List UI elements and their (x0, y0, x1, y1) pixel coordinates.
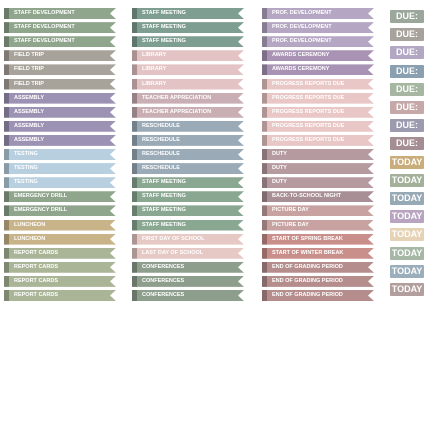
today-tab: TODAY (390, 173, 424, 187)
planner-label: PROF. DEVELOPMENT (262, 36, 374, 47)
planner-label: LIBRARY (132, 79, 244, 90)
planner-label: END OF GRADING PERIOD (262, 276, 374, 287)
due-tab: DUE: (390, 46, 424, 60)
planner-label: LAST DAY OF SCHOOL (132, 248, 244, 259)
planner-label: RESCHEDULE (132, 163, 244, 174)
planner-label: TESTING (4, 149, 116, 160)
today-tab: TODAY (390, 155, 424, 169)
planner-label: ASSEMBLY (4, 121, 116, 132)
planner-label: STAFF DEVELOPMENT (4, 22, 116, 33)
planner-label: TESTING (4, 177, 116, 188)
planner-label: STAFF MEETING (132, 22, 244, 33)
planner-label: EMERGENCY DRILL (4, 191, 116, 202)
due-tab: DUE: (390, 137, 424, 151)
planner-label: RESCHEDULE (132, 121, 244, 132)
today-tab: TODAY (390, 264, 424, 278)
planner-label: LUNCHEON (4, 234, 116, 245)
planner-label: CONFERENCES (132, 290, 244, 301)
due-tab: DUE: (390, 119, 424, 133)
planner-label: STAFF MEETING (132, 205, 244, 216)
planner-label: STAFF MEETING (132, 177, 244, 188)
today-tab: TODAY (390, 246, 424, 260)
planner-label: START OF SPRING BREAK (262, 234, 374, 245)
planner-label: REPORT CARDS (4, 248, 116, 259)
due-tab: DUE: (390, 64, 424, 78)
due-tab: DUE: (390, 28, 424, 42)
today-tab: TODAY (390, 192, 424, 205)
planner-label: PROGRESS REPORTS DUE (262, 135, 374, 146)
planner-label: AWARDS CEREMONY (262, 64, 374, 75)
planner-label: FIELD TRIP (4, 79, 116, 90)
today-tab: TODAY (390, 228, 424, 242)
today-tab: TODAY (390, 210, 424, 224)
due-tab: DUE: (390, 82, 424, 96)
planner-label: DUTY (262, 177, 374, 188)
planner-label: REPORT CARDS (4, 276, 116, 287)
planner-label: FIELD TRIP (4, 50, 116, 61)
planner-label: CONFERENCES (132, 262, 244, 273)
planner-label: PROF. DEVELOPMENT (262, 22, 374, 33)
planner-label: STAFF MEETING (132, 36, 244, 47)
planner-label: RESCHEDULE (132, 149, 244, 160)
planner-label: CONFERENCES (132, 276, 244, 287)
planner-label: PROGRESS REPORTS DUE (262, 79, 374, 90)
planner-label: FIRST DAY OF SCHOOL (132, 234, 244, 245)
planner-label: DUTY (262, 163, 374, 174)
planner-label: LUNCHEON (4, 220, 116, 231)
planner-label: DUTY (262, 149, 374, 160)
planner-label: STAFF MEETING (132, 220, 244, 231)
planner-label: PICTURE DAY (262, 220, 374, 231)
planner-label: LIBRARY (132, 64, 244, 75)
planner-label: TEACHER APPRECIATION (132, 107, 244, 118)
due-tab: DUE: (390, 101, 424, 114)
planner-label: ASSEMBLY (4, 93, 116, 104)
planner-label: BACK-TO-SCHOOL NIGHT (262, 191, 374, 202)
planner-label: LIBRARY (132, 50, 244, 61)
planner-label: STAFF DEVELOPMENT (4, 8, 116, 19)
planner-label: REPORT CARDS (4, 290, 116, 301)
planner-label: PICTURE DAY (262, 205, 374, 216)
planner-label: ASSEMBLY (4, 135, 116, 146)
today-tab: TODAY (390, 283, 424, 296)
planner-label: PROGRESS REPORTS DUE (262, 93, 374, 104)
planner-label: RESCHEDULE (132, 135, 244, 146)
planner-label: PROGRESS REPORTS DUE (262, 107, 374, 118)
planner-label: TEACHER APPRECIATION (132, 93, 244, 104)
planner-label: END OF GRADING PERIOD (262, 290, 374, 301)
planner-label: REPORT CARDS (4, 262, 116, 273)
planner-label: ASSEMBLY (4, 107, 116, 118)
planner-label: STAFF MEETING (132, 8, 244, 19)
planner-label: END OF GRADING PERIOD (262, 262, 374, 273)
planner-label: STAFF MEETING (132, 191, 244, 202)
planner-label: FIELD TRIP (4, 64, 116, 75)
planner-label: PROF. DEVELOPMENT (262, 8, 374, 19)
planner-label: EMERGENCY DRILL (4, 205, 116, 216)
planner-label: START OF WINTER BREAK (262, 248, 374, 259)
planner-label: TESTING (4, 163, 116, 174)
due-tab: DUE: (390, 10, 424, 23)
planner-label: AWARDS CEREMONY (262, 50, 374, 61)
planner-label: STAFF DEVELOPMENT (4, 36, 116, 47)
planner-label: PROGRESS REPORTS DUE (262, 121, 374, 132)
